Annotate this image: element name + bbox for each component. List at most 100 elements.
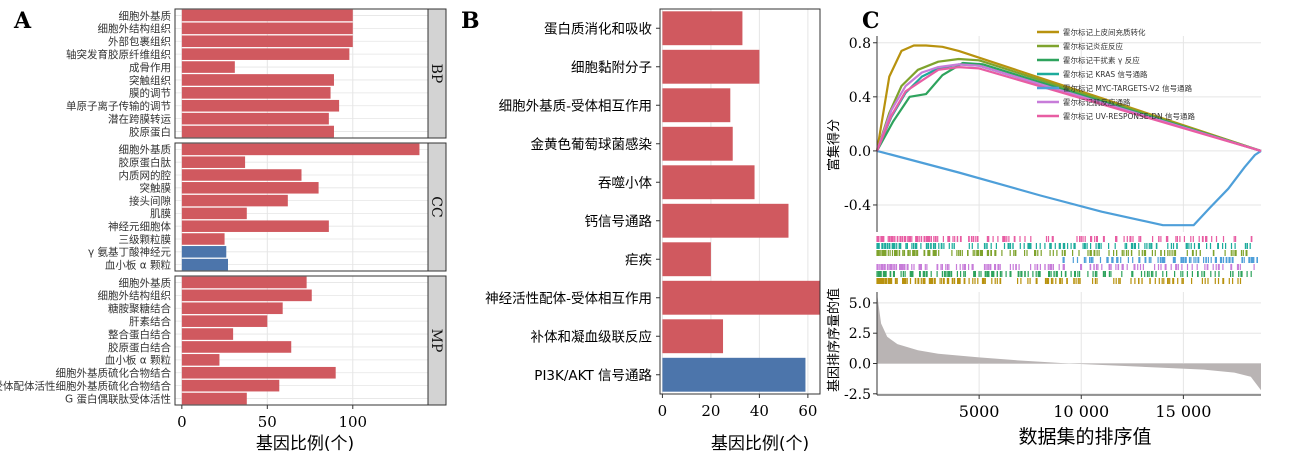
es-line-4 [876, 149, 1262, 227]
bar-bp-5 [181, 74, 334, 86]
panel-label-a: A [13, 8, 32, 34]
bar-mp-2 [181, 302, 283, 315]
rank-y-tick-label: 5.0 [849, 296, 871, 312]
x-axis-title: 基因比例(个) [256, 434, 354, 454]
bar-b-3 [662, 126, 733, 161]
category-label: 细胞黏附分子 [571, 60, 652, 76]
legend-label: 霍尔标记上皮间充质转化 [1063, 27, 1146, 37]
x-axis-title: 数据集的排序值 [1018, 426, 1151, 448]
es-y-tick-label: 0.8 [849, 36, 871, 52]
facet-strip-label: CC [428, 196, 444, 217]
category-label: 胶原蛋白肽 [119, 156, 172, 169]
category-label: 成骨作用 [129, 62, 171, 74]
facet-strip-label: BP [428, 64, 444, 84]
category-label: 肝素结合 [129, 315, 171, 328]
panel-c: 0.8 0.4 0.0 -0.4 富集得分 霍尔标记上皮间充质转化霍尔标记炎症反应霍尔标记… [826, 27, 1262, 448]
category-label: 糖胺聚糖结合 [108, 302, 171, 315]
bar-bp-4 [181, 61, 235, 73]
x-tick-label: 5000 [959, 402, 1000, 421]
category-label: 细胞外基质 [119, 143, 172, 156]
category-label: 细胞外基质 [119, 9, 172, 22]
bar-cc-7 [181, 233, 225, 245]
hit-ticks-3 [876, 243, 1251, 249]
x-tick-label: 20 [701, 402, 720, 420]
rank-y-axis-title: 基因排序序量的值 [826, 288, 842, 392]
panel-label-c: C [862, 8, 880, 34]
category-label: 疟疾 [625, 252, 653, 268]
category-label: γ 氨基丁酸神经元 [88, 246, 172, 259]
panel-label-b: B [461, 8, 480, 34]
bar-mp-9 [181, 392, 247, 405]
category-label: 突触组织 [129, 74, 171, 87]
bar-bp-3 [181, 48, 350, 60]
category-label: 外部包裹组织 [108, 35, 171, 48]
facet-strip [427, 275, 447, 406]
bar-bp-8 [181, 112, 329, 125]
bar-mp-3 [181, 315, 268, 327]
bar-cc-3 [181, 182, 319, 194]
bar-bp-1 [181, 22, 353, 35]
legend-label: 霍尔标记 MYC-TARGETS-V2 信号通路 [1063, 83, 1193, 93]
category-label: 肌膜 [150, 208, 171, 220]
hit-ticks-4 [1062, 257, 1258, 263]
bar-b-6 [662, 242, 711, 277]
bar-bp-0 [181, 9, 353, 22]
bar-b-8 [662, 319, 724, 354]
category-label: 内质网的腔 [119, 169, 172, 182]
category-label: 细胞外基质 [119, 276, 172, 289]
rank-y-tick-label: -2.5 [844, 387, 871, 403]
category-label: 细胞外基质-受体相互作用 [499, 97, 652, 114]
es-line-6 [875, 66, 1262, 152]
category-label: 整合蛋白结合 [108, 328, 171, 341]
category-label: 胶原蛋白 [129, 125, 171, 138]
category-label: 血小板 α 颗粒 [105, 258, 172, 271]
category-label: 细胞外结构组织 [98, 22, 172, 35]
es-line-0 [875, 44, 1262, 152]
bar-bp-9 [181, 125, 334, 138]
bar-b-2 [662, 88, 731, 123]
legend-label: 霍尔标记肌反应通路 [1063, 97, 1131, 107]
es-line-5 [875, 63, 1262, 152]
bar-b-7 [662, 280, 820, 315]
category-label: 潜在跨膜转运 [108, 112, 171, 125]
category-label: 补体和凝血级联反应 [531, 328, 653, 345]
bar-cc-6 [181, 220, 329, 232]
bar-bp-6 [181, 87, 331, 99]
facet-strip [427, 142, 447, 272]
x-axis-title: 基因比例(个) [711, 434, 809, 454]
hit-ticks-2 [876, 271, 1252, 277]
x-tick-label: 40 [750, 402, 769, 420]
category-label: 三级颗粒膜 [119, 233, 172, 246]
category-label: 钙信号通路 [585, 214, 653, 230]
hit-ticks-5 [876, 264, 1255, 270]
category-label: 受体配体活性细胞外基质硫化合物结合 [0, 379, 171, 392]
category-label: 细胞外结构组织 [98, 289, 172, 302]
category-label: 神经活性配体-受体相互作用 [485, 291, 652, 307]
bar-b-0 [662, 11, 743, 46]
es-y-tick-label: 0.0 [849, 144, 871, 160]
es-y-tick-label: -0.4 [844, 198, 871, 214]
x-tick-label: 60 [798, 402, 817, 420]
rank-metric-area [877, 293, 1261, 391]
bar-b-5 [662, 203, 789, 238]
es-y-axis-title: 富集得分 [826, 119, 842, 171]
category-label: 细胞外基质硫化合物结合 [56, 367, 172, 380]
panel-b: 蛋白质消化和吸收细胞黏附分子细胞外基质-受体相互作用金黄色葡萄球菌感染吞噬小体钙… [485, 8, 821, 454]
legend-label: 霍尔标记 KRAS 信号通路 [1063, 69, 1148, 79]
bar-cc-5 [181, 207, 247, 220]
legend-label: 霍尔标记干扰素 γ 反应 [1063, 55, 1140, 65]
hit-ticks-6 [876, 236, 1253, 242]
bar-mp-5 [181, 341, 292, 353]
facet-strip-label: MP [428, 329, 444, 353]
rank-y-tick-label: 2.5 [849, 326, 871, 342]
category-label: 膜的调节 [129, 87, 171, 100]
x-tick-label: 0 [658, 402, 668, 420]
rank-y-tick-label: 0.0 [849, 356, 871, 372]
legend-label: 霍尔标记炎症反应 [1063, 41, 1123, 51]
bar-b-4 [662, 165, 755, 200]
facet-strip [427, 8, 447, 139]
x-tick-label: 50 [258, 413, 277, 431]
legend-label: 霍尔标记 UV-RESPONSE-DN 信号通路 [1063, 111, 1195, 121]
bar-b-1 [662, 49, 760, 84]
